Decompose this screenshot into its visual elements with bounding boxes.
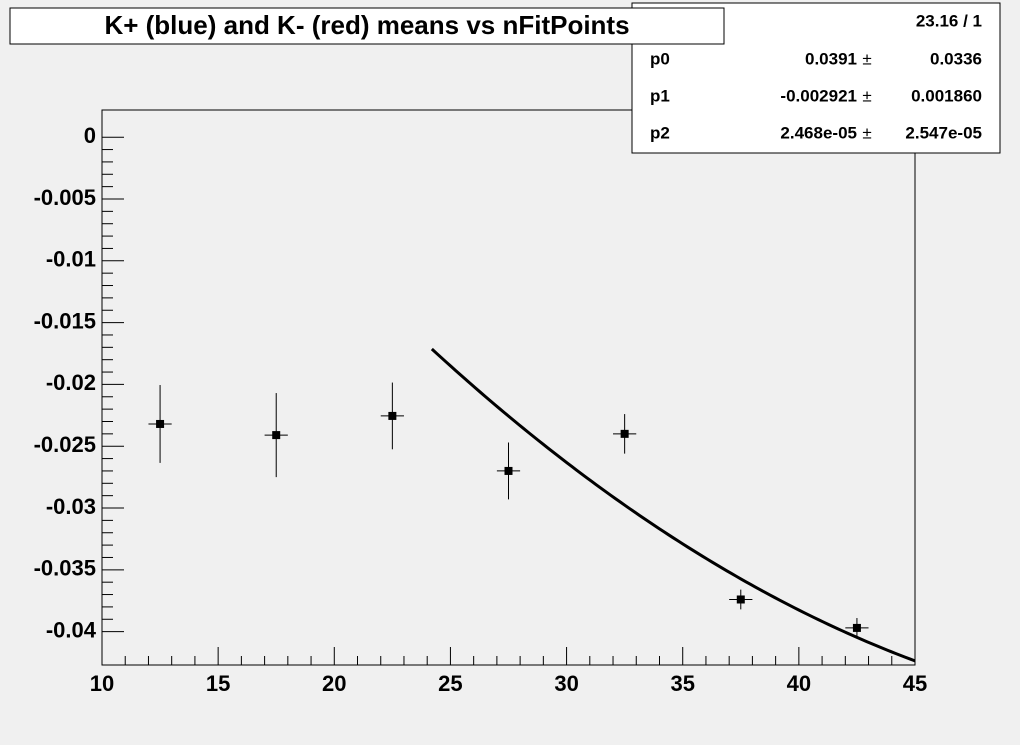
marker [272,431,281,440]
plot-layer: 10 15 20 25 30 35 40 45 0 -0.005 -0.01 -0.015 -0.02 -… [34,123,928,696]
y-tick-label: -0.01 [46,247,96,272]
stats-param-value: 0.0391 [805,49,857,68]
marker [504,466,513,475]
stats-param-name: p1 [650,86,670,105]
x-tick-label: 15 [206,671,230,696]
marker [736,595,745,604]
marker [852,623,861,632]
y-tick-label: -0.03 [46,494,96,519]
chart-title: K+ (blue) and K- (red) means vs nFitPoin… [104,10,629,40]
stats-separator: ± [862,49,871,68]
stats-param-value: 2.468e-05 [780,123,857,142]
y-tick-label: -0.015 [34,308,96,333]
x-tick-label: 45 [903,671,927,696]
y-tick-label: -0.025 [34,432,96,457]
stats-param-error: 0.0336 [930,49,982,68]
y-tick-label: -0.04 [46,617,97,642]
stats-separator: ± [862,123,871,142]
marker [156,419,165,428]
stats-param-name: p0 [650,49,670,68]
title-box [9,7,725,45]
y-tick-label: 0 [84,123,96,148]
stats-param-name: p2 [650,123,670,142]
x-tick-label: 40 [787,671,811,696]
stats-layer: 23.16 / 1 p0 0.0391 ±0.0336 p1 -0.002921 ±0.00… [650,11,982,142]
stats-separator: ± [862,86,871,105]
x-tick-label: 20 [322,671,346,696]
y-tick-label: -0.005 [34,185,96,210]
stats-param-error: 0.001860 [911,86,982,105]
y-tick-label: -0.02 [46,370,96,395]
x-tick-label: 35 [670,671,694,696]
x-tick-label: 10 [90,671,114,696]
stats-param-error: 2.547e-05 [905,123,982,142]
marker [620,429,629,438]
x-tick-label: 25 [438,671,462,696]
stats-chi2: 23.16 / 1 [916,11,982,30]
y-tick-label: -0.035 [34,556,96,581]
x-tick-label: 30 [554,671,578,696]
stats-param-value: -0.002921 [780,86,857,105]
fit-curve [430,347,916,663]
frame [101,109,916,666]
marker [388,411,397,420]
